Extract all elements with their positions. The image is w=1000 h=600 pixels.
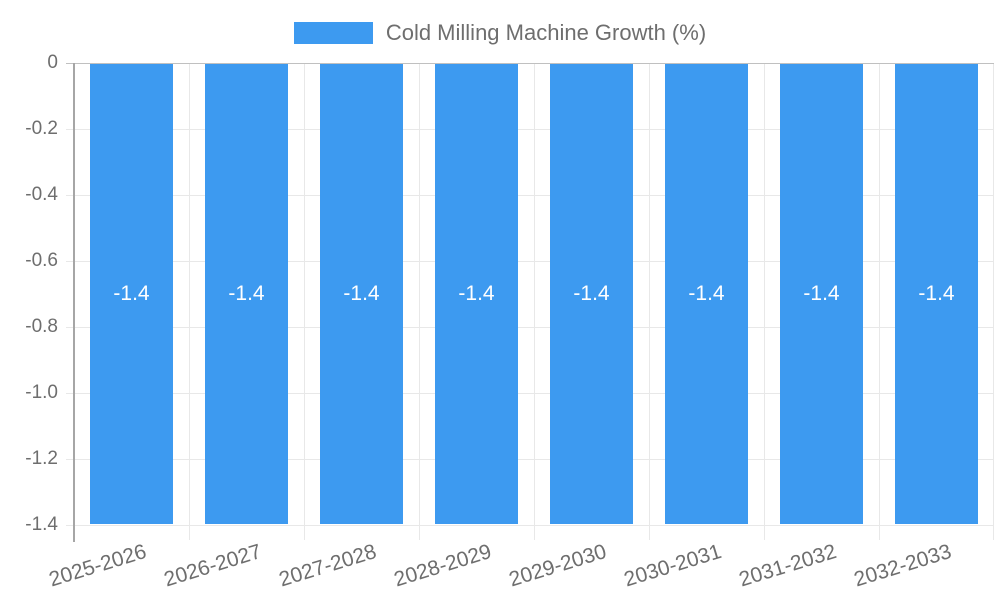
y-tick-label: -0.2 bbox=[25, 118, 58, 139]
legend-swatch-icon bbox=[293, 22, 373, 44]
y-axis-labels: 0 -0.2 -0.4 -0.6 -0.8 -1.0 -1.2 -1.4 bbox=[0, 52, 58, 535]
bar-category: -1.4 bbox=[304, 63, 419, 525]
legend[interactable]: Cold Milling Machine Growth (%) bbox=[0, 21, 1000, 45]
bar-value-label: -1.4 bbox=[113, 282, 150, 305]
x-tick-label: 2032-2033 bbox=[850, 540, 954, 592]
bar-value-label: -1.4 bbox=[573, 282, 610, 305]
x-tick-label: 2031-2032 bbox=[735, 540, 839, 592]
x-tick-label: 2029-2030 bbox=[505, 540, 609, 592]
v-gridline bbox=[419, 63, 420, 540]
y-axis-line bbox=[73, 63, 75, 542]
bar-value-label: -1.4 bbox=[688, 282, 725, 305]
h-gridline bbox=[66, 525, 994, 526]
h-gridline bbox=[66, 129, 994, 130]
bar-category: -1.4 bbox=[879, 63, 994, 525]
h-gridline bbox=[66, 459, 994, 460]
bar-category: -1.4 bbox=[189, 63, 304, 525]
v-gridline bbox=[879, 63, 880, 540]
bar-value-label: -1.4 bbox=[228, 282, 265, 305]
y-tick-label: -1.0 bbox=[25, 382, 58, 403]
bar[interactable]: -1.4 bbox=[665, 64, 748, 524]
y-tick-label: -1.2 bbox=[25, 448, 58, 469]
y-tick-label: -1.4 bbox=[25, 514, 58, 535]
bar[interactable]: -1.4 bbox=[435, 64, 518, 524]
bar[interactable]: -1.4 bbox=[320, 64, 403, 524]
legend-label: Cold Milling Machine Growth (%) bbox=[385, 20, 707, 45]
bar-value-label: -1.4 bbox=[803, 282, 840, 305]
bar-value-label: -1.4 bbox=[918, 282, 955, 305]
h-gridline bbox=[66, 261, 994, 262]
bar[interactable]: -1.4 bbox=[90, 64, 173, 524]
bar[interactable]: -1.4 bbox=[205, 64, 288, 524]
x-tick-label: 2025-2026 bbox=[45, 540, 149, 592]
bar[interactable]: -1.4 bbox=[895, 64, 978, 524]
bar-category: -1.4 bbox=[534, 63, 649, 525]
bar-category: -1.4 bbox=[419, 63, 534, 525]
y-tick-label: -0.4 bbox=[25, 184, 58, 205]
v-gridline bbox=[764, 63, 765, 540]
h-gridline bbox=[66, 393, 994, 394]
x-tick-label: 2030-2031 bbox=[620, 540, 724, 592]
plot-area: -1.4 -1.4 -1.4 -1.4 -1.4 bbox=[66, 63, 994, 542]
x-tick-label: 2026-2027 bbox=[160, 540, 264, 592]
v-gridline bbox=[189, 63, 190, 540]
bar-category: -1.4 bbox=[649, 63, 764, 525]
y-tick-label: 0 bbox=[47, 52, 58, 73]
x-tick-label: 2027-2028 bbox=[275, 540, 379, 592]
h-gridline bbox=[66, 327, 994, 328]
bar-category: -1.4 bbox=[74, 63, 189, 525]
bar-value-label: -1.4 bbox=[458, 282, 495, 305]
v-gridline bbox=[534, 63, 535, 540]
zero-line bbox=[66, 63, 994, 64]
bars-container: -1.4 -1.4 -1.4 -1.4 -1.4 bbox=[74, 63, 994, 525]
v-gridline bbox=[993, 63, 994, 540]
bar[interactable]: -1.4 bbox=[550, 64, 633, 524]
bar-value-label: -1.4 bbox=[343, 282, 380, 305]
y-tick-label: -0.8 bbox=[25, 316, 58, 337]
y-tick-label: -0.6 bbox=[25, 250, 58, 271]
v-gridline bbox=[649, 63, 650, 540]
v-gridline bbox=[304, 63, 305, 540]
bar-category: -1.4 bbox=[764, 63, 879, 525]
bar[interactable]: -1.4 bbox=[780, 64, 863, 524]
h-gridline bbox=[66, 195, 994, 196]
x-tick-label: 2028-2029 bbox=[390, 540, 494, 592]
